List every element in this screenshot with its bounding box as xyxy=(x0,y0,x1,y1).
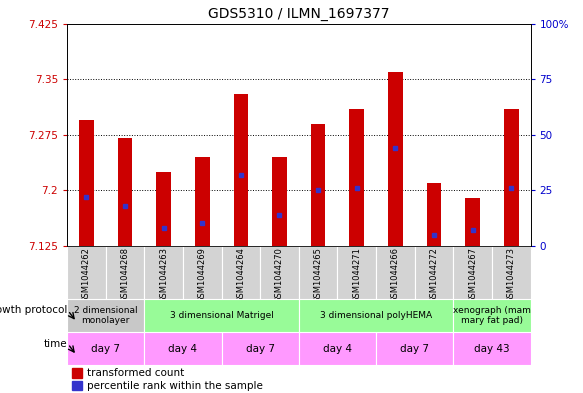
Bar xyxy=(195,157,209,246)
Bar xyxy=(298,246,338,299)
Title: GDS5310 / ILMN_1697377: GDS5310 / ILMN_1697377 xyxy=(208,7,389,21)
Text: day 4: day 4 xyxy=(168,344,198,354)
Text: time: time xyxy=(43,339,67,349)
Bar xyxy=(144,332,222,365)
Text: GSM1044272: GSM1044272 xyxy=(430,247,438,303)
Bar xyxy=(67,246,106,299)
Bar xyxy=(272,157,287,246)
Text: growth protocol: growth protocol xyxy=(0,305,67,315)
Text: day 7: day 7 xyxy=(400,344,429,354)
Bar xyxy=(67,332,144,365)
Bar xyxy=(311,123,325,246)
Bar xyxy=(415,246,453,299)
Text: GSM1044266: GSM1044266 xyxy=(391,247,400,303)
Bar xyxy=(234,94,248,246)
Bar xyxy=(106,246,144,299)
Text: GSM1044271: GSM1044271 xyxy=(352,247,361,303)
Text: GSM1044273: GSM1044273 xyxy=(507,247,516,303)
Bar xyxy=(388,72,403,246)
Text: 2 dimensional
monolayer: 2 dimensional monolayer xyxy=(74,306,138,325)
Text: percentile rank within the sample: percentile rank within the sample xyxy=(86,380,262,391)
Bar xyxy=(72,380,82,390)
Text: xenograph (mam
mary fat pad): xenograph (mam mary fat pad) xyxy=(453,306,531,325)
Text: day 4: day 4 xyxy=(323,344,352,354)
Bar xyxy=(298,299,453,332)
Text: GSM1044268: GSM1044268 xyxy=(121,247,129,303)
Bar xyxy=(222,332,298,365)
Bar xyxy=(183,246,222,299)
Text: GSM1044264: GSM1044264 xyxy=(236,247,245,303)
Text: 3 dimensional polyHEMA: 3 dimensional polyHEMA xyxy=(320,311,432,320)
Text: GSM1044262: GSM1044262 xyxy=(82,247,91,303)
Bar xyxy=(492,246,531,299)
Bar xyxy=(338,246,376,299)
Bar xyxy=(349,109,364,246)
Bar xyxy=(376,246,415,299)
Text: day 7: day 7 xyxy=(91,344,120,354)
Bar xyxy=(454,299,531,332)
Text: GSM1044269: GSM1044269 xyxy=(198,247,207,303)
Bar xyxy=(298,332,376,365)
Bar xyxy=(260,246,298,299)
Bar xyxy=(504,109,518,246)
Bar xyxy=(454,246,492,299)
Bar xyxy=(79,120,94,246)
Bar xyxy=(454,332,531,365)
Bar xyxy=(144,299,298,332)
Bar xyxy=(67,299,144,332)
Text: GSM1044267: GSM1044267 xyxy=(468,247,477,303)
Text: GSM1044263: GSM1044263 xyxy=(159,247,168,303)
Text: day 43: day 43 xyxy=(474,344,510,354)
Bar xyxy=(222,246,260,299)
Text: day 7: day 7 xyxy=(245,344,275,354)
Text: transformed count: transformed count xyxy=(86,368,184,378)
Bar xyxy=(156,172,171,246)
Text: GSM1044270: GSM1044270 xyxy=(275,247,284,303)
Text: 3 dimensional Matrigel: 3 dimensional Matrigel xyxy=(170,311,273,320)
Bar xyxy=(376,332,454,365)
Text: GSM1044265: GSM1044265 xyxy=(314,247,322,303)
Bar xyxy=(465,198,480,246)
Bar xyxy=(427,183,441,246)
Bar xyxy=(72,368,82,378)
Bar xyxy=(118,138,132,246)
Bar xyxy=(144,246,183,299)
